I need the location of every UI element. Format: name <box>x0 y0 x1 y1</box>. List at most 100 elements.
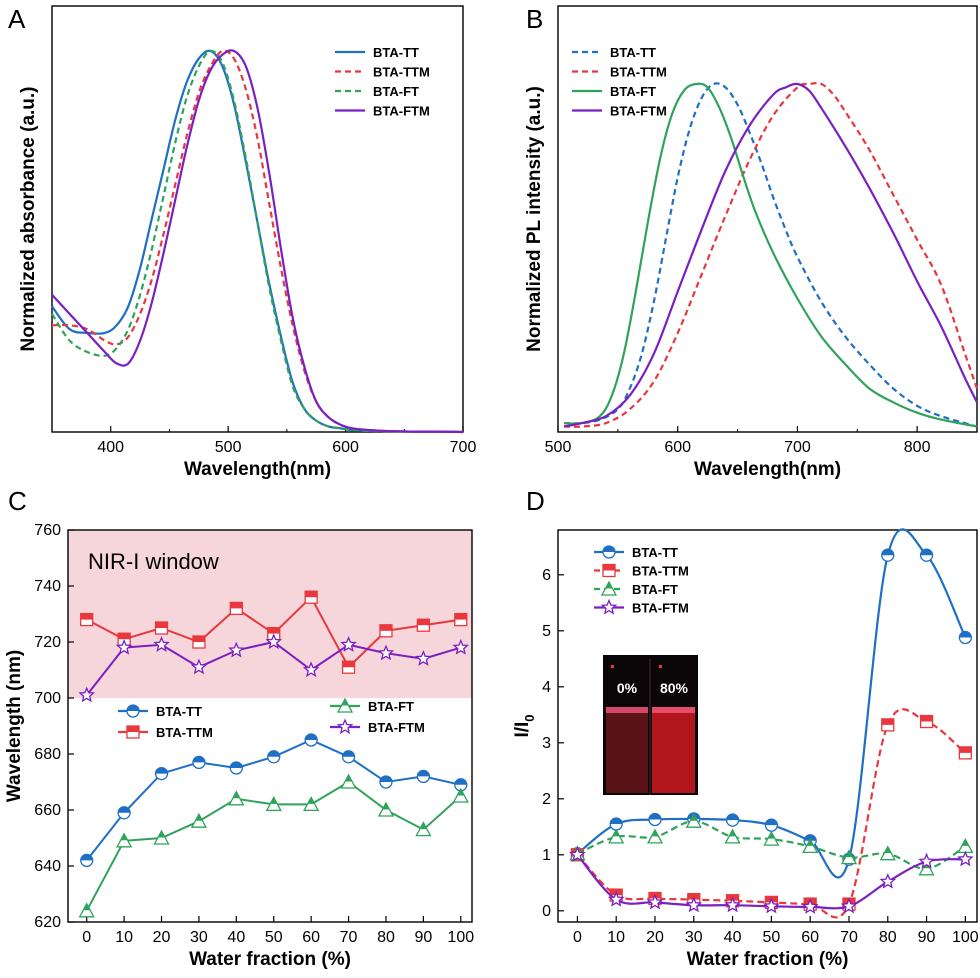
data-point-bta-ft <box>763 830 780 846</box>
data-point-bta-ttm-fill <box>230 602 243 609</box>
data-point-bta-ft-fill <box>457 789 465 796</box>
y-axis-title-sub: 0 <box>522 714 537 721</box>
data-point-bta-ft-fill <box>690 814 698 821</box>
data-point-bta-ftm <box>724 896 741 913</box>
data-point-bta-tt-fill <box>959 631 972 638</box>
data-point-bta-ft <box>116 832 133 848</box>
panel-letter-b: B <box>526 4 543 34</box>
data-point-bta-ft <box>685 812 702 828</box>
plot-a: 400 500 600 700 Wavelength(nm) Normalized abs… <box>18 5 477 480</box>
x-tick-label: 40 <box>227 929 245 946</box>
data-point-bta-ft-fill <box>961 839 969 846</box>
x-axis-title: Wavelength(nm) <box>184 459 331 480</box>
data-point-bta-ft <box>724 828 741 844</box>
data-point-bta-ft <box>840 849 858 865</box>
data-point-bta-tt-fill <box>342 750 355 757</box>
vial-cap-left <box>611 665 614 668</box>
legend-marker-bta-ttm-fill <box>603 564 615 571</box>
x-tick-label: 50 <box>762 929 780 946</box>
y-tick-label: 4 <box>542 679 551 696</box>
plot-d: 0 10 20 30 40 50 60 70 80 90 100 0 1 2 3 4 5 6 Water fract… <box>512 528 979 970</box>
x-tick-label: 70 <box>340 929 358 946</box>
plot-b: 500 600 700 800 Wavelength(nm) Normalized PL … <box>524 5 979 480</box>
data-point-bta-ttm-fill <box>454 613 467 620</box>
data-point-bta-tt <box>304 733 318 747</box>
data-point-bta-tt-fill <box>920 549 933 556</box>
x-tick-label: 700 <box>450 439 477 456</box>
vial-left <box>606 707 648 793</box>
data-point-bta-ftm <box>957 850 974 867</box>
data-point-bta-ftm <box>153 636 170 652</box>
y-tick-label: 680 <box>34 746 61 763</box>
data-point-bta-ft <box>265 796 282 812</box>
data-point-bta-ft <box>646 828 664 844</box>
legend-marker-bta-ttm <box>126 725 140 739</box>
legend-marker-bta-tt-fill <box>603 546 615 552</box>
legend-marker-bta-ft <box>600 580 618 596</box>
x-tick-label: 70 <box>840 929 858 946</box>
data-point-bta-ft-fill <box>806 839 814 846</box>
data-point-bta-ft-fill <box>612 829 620 837</box>
data-point-bta-ft-fill <box>270 797 278 804</box>
legend-marker-bta-ftm <box>600 598 618 615</box>
data-point-bta-ft <box>303 796 320 812</box>
data-point-bta-ftm <box>801 898 819 914</box>
x-axis-title: Water fraction (%) <box>687 949 849 970</box>
data-point-bta-tt <box>416 769 431 784</box>
data-point-bta-ft <box>377 801 395 817</box>
x-tick-label: 50 <box>265 929 283 946</box>
legend-label-bta-ttm: BTA-TTM <box>156 725 213 740</box>
data-point-bta-ttm-fill <box>155 622 168 628</box>
x-tick-label: 0 <box>573 929 582 946</box>
data-point-bta-ttm <box>919 714 934 729</box>
data-point-bta-tt-fill <box>881 549 894 556</box>
panel-letter-d: D <box>526 486 545 516</box>
plot-frame <box>67 529 473 923</box>
data-point-bta-ttm <box>192 635 206 649</box>
data-point-bta-ttm <box>304 590 318 604</box>
data-point-bta-tt <box>341 750 356 764</box>
legend-label-bta-ft: BTA-FT <box>632 582 678 597</box>
data-point-bta-tt <box>117 806 131 820</box>
legend-label-bta-tt: BTA-TT <box>373 45 419 60</box>
legend-label-bta-ttm: BTA-TTM <box>610 65 667 80</box>
data-point-bta-ttm-fill <box>920 715 933 722</box>
series-line-bta-tt <box>563 82 978 428</box>
legend-marker-bta-ftm <box>336 718 354 735</box>
x-tick-label: 40 <box>724 929 742 946</box>
data-point-bta-ttm <box>80 612 94 627</box>
x-tick-label: 100 <box>952 929 979 946</box>
data-point-bta-ttm-fill <box>305 591 318 598</box>
series-line-bta-ft <box>563 82 978 428</box>
data-point-bta-ft <box>340 773 357 789</box>
data-point-bta-ttm <box>958 746 973 760</box>
data-point-bta-ftm <box>763 897 780 914</box>
data-point-bta-ttm <box>416 618 431 632</box>
data-point-bta-ft-fill <box>307 797 315 804</box>
data-point-bta-ttm <box>341 660 356 674</box>
y-tick-label: 3 <box>542 735 551 752</box>
x-axis-title: Water fraction (%) <box>189 949 351 970</box>
data-point-bta-ft-fill <box>845 850 853 858</box>
y-axis-title: Normalized absorbance (a.u.) <box>18 86 39 351</box>
plot-frame <box>557 529 978 923</box>
y-tick-label: 720 <box>34 634 61 651</box>
data-point-bta-tt-fill <box>454 778 467 785</box>
y-axis-title: Normalized PL intensity (a.u.) <box>524 86 545 352</box>
x-axis-title: Wavelength(nm) <box>694 459 841 480</box>
data-point-bta-tt <box>725 813 740 827</box>
data-point-bta-ft-fill <box>651 829 659 837</box>
legend-marker-bta-tt <box>126 704 140 718</box>
data-point-bta-ft <box>879 845 896 861</box>
plot-frame <box>557 5 978 433</box>
data-point-bta-ftm <box>415 650 432 666</box>
y-tick-label: 640 <box>34 858 61 875</box>
data-point-bta-tt-fill <box>155 767 168 774</box>
legend-label-bta-ftm: BTA-FTM <box>610 104 667 119</box>
data-point-bta-tt-fill <box>379 776 392 782</box>
legend-label-bta-ftm: BTA-FTM <box>368 720 425 735</box>
data-point-bta-ttm <box>154 621 169 635</box>
y-tick-label: 660 <box>34 802 61 819</box>
x-tick-label: 700 <box>784 439 811 456</box>
data-point-bta-ft <box>452 787 469 803</box>
